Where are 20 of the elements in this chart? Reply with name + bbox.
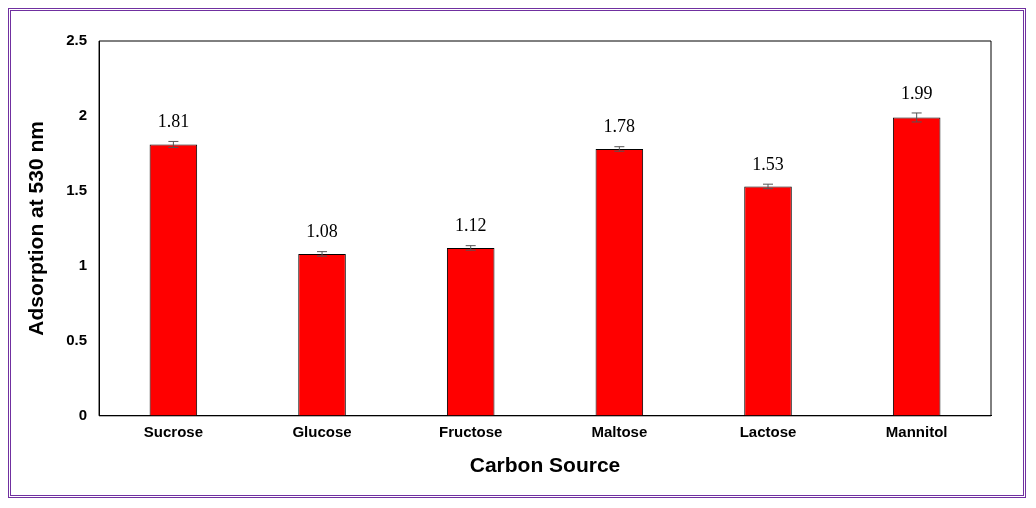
x-tick-label: Fructose xyxy=(439,422,503,440)
data-label: 1.81 xyxy=(157,111,190,132)
data-label: 1.99 xyxy=(900,82,933,103)
data-label: 1.53 xyxy=(752,153,784,174)
x-axis-title: Carbon Source xyxy=(469,453,621,477)
x-tick-label: Glucose xyxy=(292,422,352,440)
y-tick-label: 1 xyxy=(78,256,88,274)
y-axis-title: Adsorption at 530 nm xyxy=(24,121,48,336)
data-label: 1.78 xyxy=(603,116,636,137)
y-tick-label: 1.5 xyxy=(66,181,88,199)
data-label: 1.08 xyxy=(306,221,338,242)
data-label: 1.12 xyxy=(454,215,487,236)
y-tick-label: 2 xyxy=(78,106,88,124)
x-tick-label: Lactose xyxy=(739,422,797,440)
y-tick-label: 2.5 xyxy=(66,31,88,49)
y-tick-label: 0.5 xyxy=(66,330,88,348)
x-tick-label: Maltose xyxy=(591,422,648,440)
x-tick-label: Mannitol xyxy=(885,422,948,440)
x-tick-label: Sucrose xyxy=(143,422,203,440)
y-tick-label: 0 xyxy=(78,405,88,423)
